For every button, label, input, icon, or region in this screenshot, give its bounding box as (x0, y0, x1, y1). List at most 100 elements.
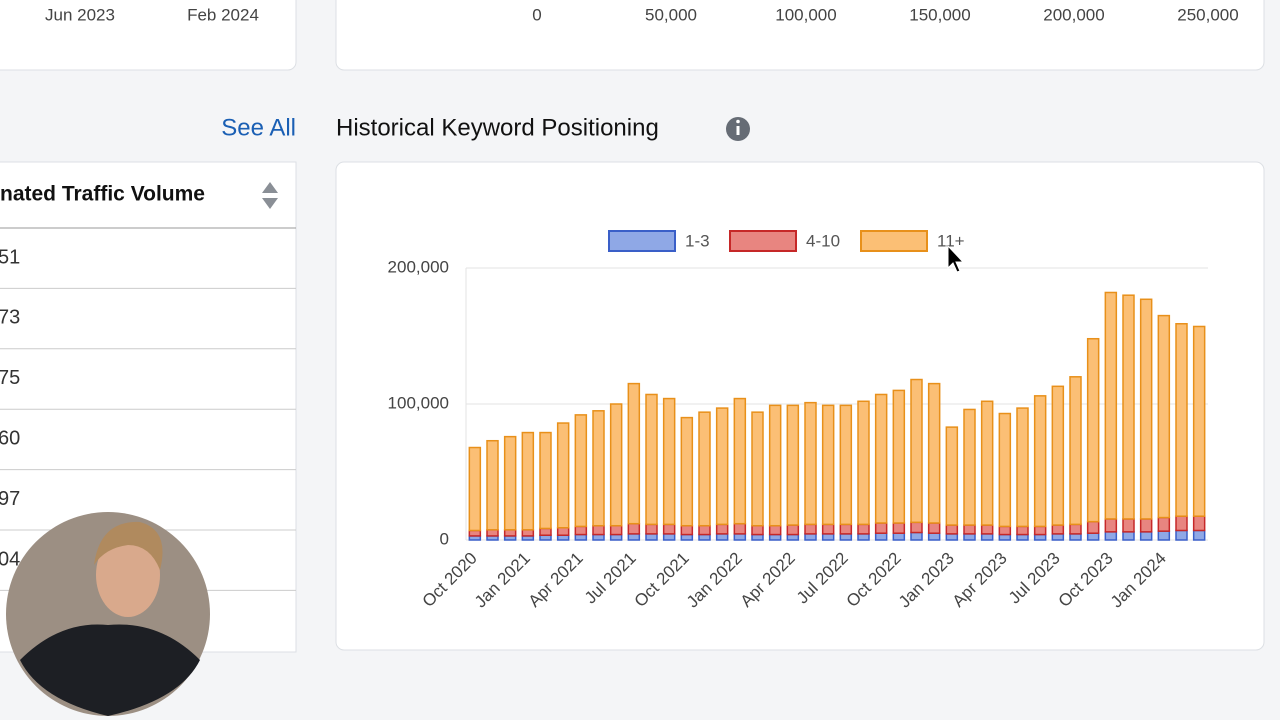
bar-segment (1086, 337, 1100, 523)
bar-segment (733, 533, 747, 541)
bar-segment (963, 524, 976, 535)
table-cell: 75 (0, 367, 20, 389)
bar-segment (521, 529, 535, 537)
bar-segment (786, 524, 800, 536)
bar-segment (698, 533, 711, 541)
bar-segment (1069, 533, 1082, 541)
axis-label: 100,000 (775, 5, 836, 24)
bar-segment (627, 533, 641, 541)
bar-segment (980, 533, 994, 541)
bar-segment (910, 521, 923, 534)
bar-segment (1175, 323, 1188, 517)
bar-segment (874, 393, 888, 524)
bar-segment (733, 397, 747, 525)
bar-segment (486, 439, 499, 531)
bar-segment (609, 403, 623, 527)
bar-segment (1069, 523, 1082, 535)
bar-segment (945, 426, 959, 526)
see-all-link[interactable]: See All (221, 114, 296, 141)
legend-swatch (729, 230, 797, 252)
table-cell: 73 (0, 307, 20, 329)
bar-segment (839, 533, 853, 541)
bar-segment (1033, 395, 1047, 528)
y-tick-label: 200,000 (388, 257, 449, 276)
bar-segment (998, 533, 1012, 541)
bar-segment (1051, 524, 1065, 535)
bar-segment (662, 397, 676, 526)
bar-segment (892, 389, 906, 524)
bar-segment (1139, 298, 1153, 520)
bar-segment (609, 533, 623, 541)
bar-segment (1016, 533, 1029, 541)
bar-segment (680, 524, 694, 536)
bar-segment (539, 527, 552, 536)
y-tick-label: 100,000 (388, 393, 449, 412)
bar-segment (945, 533, 959, 541)
mouse-cursor (947, 244, 965, 273)
bar-segment (927, 382, 941, 524)
bar-segment (1157, 516, 1171, 532)
bar-segment (857, 533, 870, 541)
axis-label: Jun 2023 (45, 5, 115, 24)
avatar-hair (94, 521, 163, 570)
bar-segment (1069, 376, 1082, 526)
bar-segment (804, 401, 817, 526)
top-left-card (0, 0, 297, 71)
bar-segment (1122, 531, 1135, 541)
bar-segment (821, 404, 835, 526)
bar-segment (963, 533, 976, 541)
bar-segment (468, 529, 482, 537)
bar-segment (1192, 325, 1206, 517)
sort-icon[interactable] (262, 182, 278, 209)
axis-label: 250,000 (1177, 5, 1238, 24)
bar-segment (874, 532, 888, 541)
avatar-body (20, 624, 200, 716)
bar-segment (556, 422, 570, 529)
bar-segment (910, 531, 923, 541)
bar-segment (680, 416, 694, 527)
table-cell: 51 (0, 246, 20, 268)
bar-segment (468, 446, 482, 532)
axis-label: 50,000 (645, 5, 697, 24)
table-cell: 60 (0, 427, 20, 449)
avatar-face (96, 533, 160, 617)
bar-segment (698, 411, 711, 527)
bar-segment (980, 400, 994, 526)
bar-segment (839, 523, 853, 535)
bar-segment (733, 522, 747, 535)
bar-segment (503, 435, 517, 531)
bar-segment (874, 522, 888, 534)
legend-label: 11+ (937, 231, 965, 250)
bar-segment (627, 522, 641, 535)
bar-segment (857, 400, 870, 526)
axis-label: 0 (532, 5, 541, 24)
bar-segment (1104, 531, 1118, 541)
axis-label: 150,000 (909, 5, 970, 24)
top-right-card (335, 0, 1265, 71)
bar-segment (1122, 294, 1135, 520)
bar-segment (698, 524, 711, 536)
table-header: nated Traffic Volume (0, 183, 205, 206)
bar-segment (662, 523, 676, 535)
bar-segment (980, 524, 994, 535)
bar-segment (786, 533, 800, 541)
bar-segment (927, 532, 941, 541)
bar-segment (662, 533, 676, 541)
table-rows: 51 73 75 60 97 04 (0, 246, 296, 591)
legend-label: 4-10 (806, 231, 840, 250)
bar-segment (715, 533, 729, 541)
info-icon-glyph (736, 126, 740, 135)
bar-segment (839, 404, 853, 526)
bar-segment (768, 533, 782, 541)
legend-swatch (860, 230, 928, 252)
bar-segment (857, 523, 870, 535)
bar-segment (892, 522, 906, 534)
bar-segment (1139, 518, 1153, 533)
bar-segment (592, 524, 605, 536)
bar-segment (1051, 385, 1065, 526)
bar-segment (927, 522, 941, 534)
bar-segment (627, 382, 641, 525)
bar-segment (539, 431, 552, 530)
bar-segment (521, 431, 535, 531)
